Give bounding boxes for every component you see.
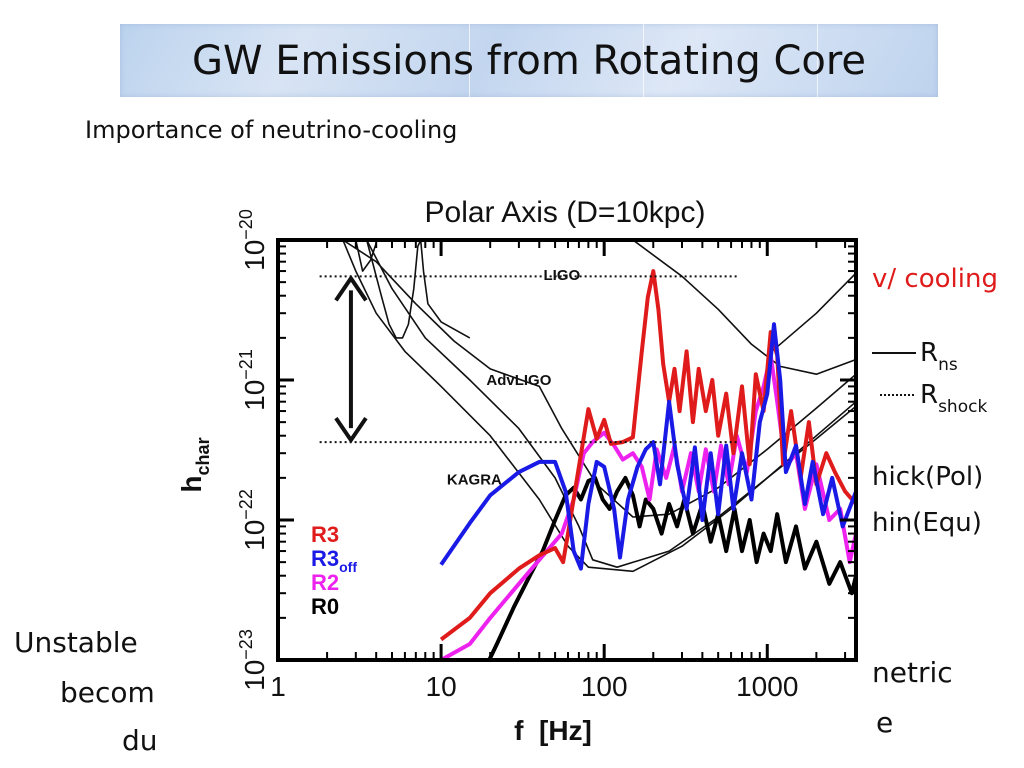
svg-text:hchar: hchar xyxy=(176,437,213,492)
x-tick-label: 10 xyxy=(426,671,457,702)
slide-subtitle: Importance of neutrino-cooling xyxy=(85,116,458,144)
y-axis-label-base: h xyxy=(176,475,207,492)
noise-curve-ligo-high xyxy=(632,240,856,375)
e-text: e xyxy=(876,706,894,739)
series-line-r3off xyxy=(439,322,856,571)
x-tick-label: 100 xyxy=(581,671,628,702)
y-tick-label: 10−22 xyxy=(236,489,270,551)
title-seam xyxy=(643,24,644,97)
chart-title: Polar Axis (D=10kpc) xyxy=(425,196,706,229)
detector-label-kagra: KAGRA xyxy=(447,471,502,488)
cooling-label: v/ cooling xyxy=(872,264,998,294)
noise-curve-ligo-low-1 xyxy=(355,240,377,272)
detector-label-ligo: LIGO xyxy=(543,267,580,284)
thin-label: hin(Equ) xyxy=(872,508,982,538)
left-text-line-2: becom xyxy=(60,676,155,709)
legend-entry-r3: R3 xyxy=(311,522,339,547)
legend-entry-r2: R2 xyxy=(311,570,339,595)
title-seam xyxy=(817,24,818,97)
thick-label: hick(Pol) xyxy=(872,462,984,492)
rns-legend-entry: Rns xyxy=(872,338,958,375)
series-line-r3 xyxy=(439,269,856,642)
rshock-subscript: shock xyxy=(938,396,988,417)
chart: Polar Axis (D=10kpc) 1 10 100 1000 10−23 10−2… xyxy=(165,180,870,760)
rshock-legend-entry: Rshock xyxy=(880,380,987,417)
y-tick-label: 10−20 xyxy=(236,209,270,271)
title-banner: GW Emissions from Rotating Core xyxy=(120,24,938,97)
rns-label: R xyxy=(920,338,939,368)
detector-label-advligo: AdvLIGO xyxy=(486,372,551,389)
arrow-head-up xyxy=(334,274,368,302)
rns-subscript: ns xyxy=(938,354,958,375)
dotted-line-sample xyxy=(880,394,914,396)
y-tick-label: 10−23 xyxy=(236,629,270,691)
y-axis-label: hchar xyxy=(176,437,213,492)
arrow-head-down xyxy=(334,416,368,444)
noise-curve-upper-diag xyxy=(766,272,856,356)
x-axis-label: f [Hz] xyxy=(514,715,592,746)
left-text-line-1: Unstable xyxy=(14,626,138,659)
rshock-label: R xyxy=(920,380,939,410)
x-tick-label: 1 xyxy=(270,671,286,702)
title-seam xyxy=(469,24,470,97)
x-tick-label: 1000 xyxy=(736,671,798,702)
metric-text: netric xyxy=(872,656,953,689)
y-tick-label: 10−21 xyxy=(236,349,270,411)
noise-curve-ligo-low-2 xyxy=(365,240,471,339)
slide-title: GW Emissions from Rotating Core xyxy=(191,38,867,84)
legend-entry-r0: R0 xyxy=(311,594,339,619)
solid-line-sample xyxy=(872,352,916,354)
x-axis-label-text: f [Hz] xyxy=(514,715,592,746)
left-text-line-3: du xyxy=(122,724,158,757)
legend-entry-r3off: R3off xyxy=(311,546,357,575)
y-axis-label-sub: char xyxy=(193,437,213,475)
